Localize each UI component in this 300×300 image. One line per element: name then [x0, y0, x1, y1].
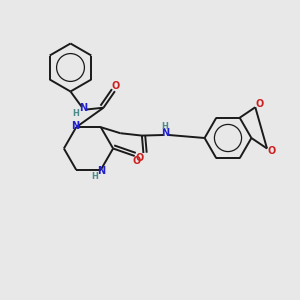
Text: O: O [256, 99, 264, 109]
Text: O: O [268, 146, 276, 157]
Text: H: H [72, 109, 79, 118]
Text: N: N [71, 121, 80, 131]
Text: N: N [79, 103, 87, 113]
Text: H: H [92, 172, 98, 181]
Text: O: O [135, 153, 143, 164]
Text: O: O [133, 156, 141, 167]
Text: O: O [112, 81, 120, 91]
Text: N: N [97, 166, 106, 176]
Text: H: H [161, 122, 168, 131]
Text: N: N [160, 128, 169, 138]
